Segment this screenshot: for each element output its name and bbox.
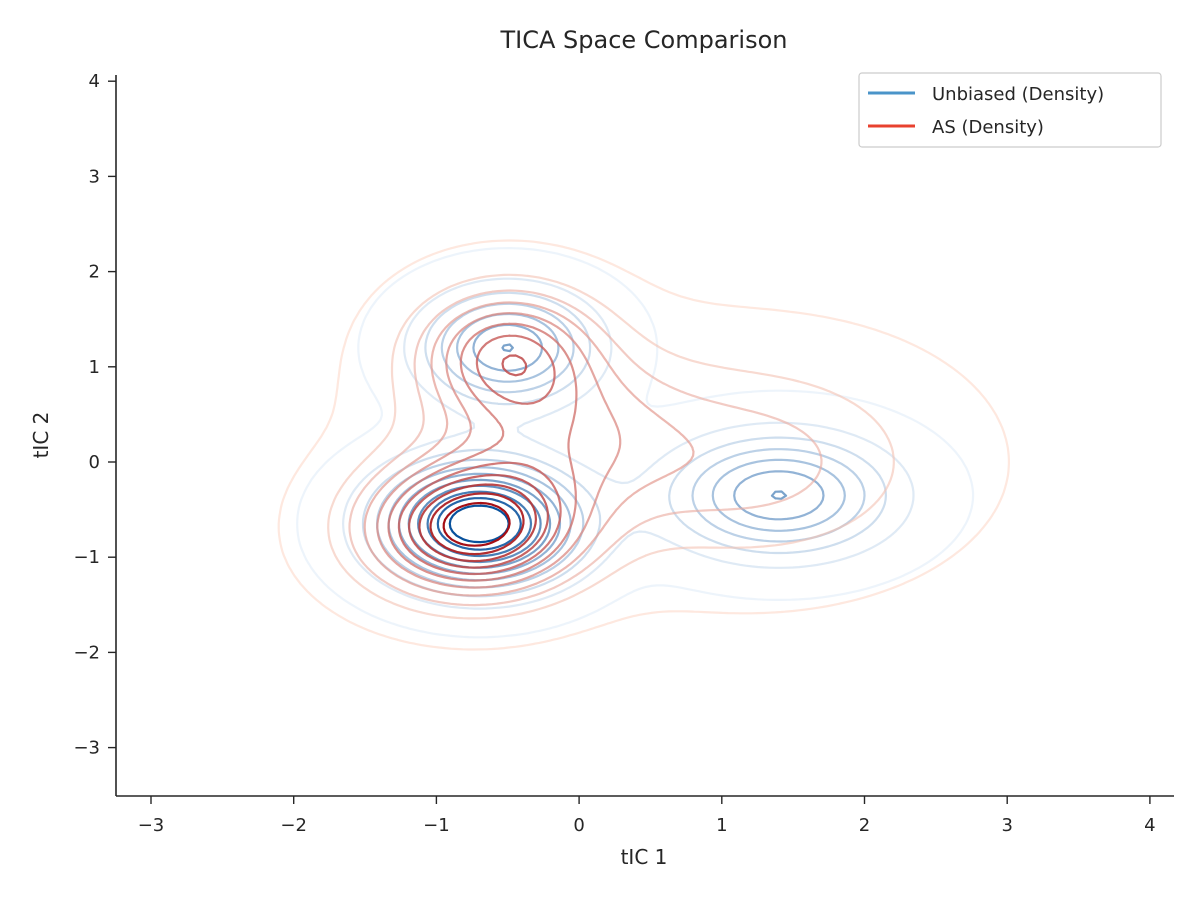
legend-label-as: AS (Density) <box>932 117 1044 138</box>
y-tick-label: −2 <box>73 642 100 663</box>
y-tick-label: 4 <box>89 71 100 92</box>
as-contour-level-11 <box>442 501 511 547</box>
unbiased-contour-level-11 <box>448 504 510 544</box>
unbiased-contour-level-10 <box>436 497 522 551</box>
x-tick-label: −1 <box>423 815 450 836</box>
as-contour-level-2 <box>327 273 895 620</box>
x-tick-label: 4 <box>1144 815 1155 836</box>
legend: Unbiased (Density) AS (Density) <box>858 72 1162 148</box>
y-tick-label: −1 <box>73 547 100 568</box>
as-contour-level-1 <box>277 239 1010 651</box>
unbiased-contour-level-2 <box>342 277 915 610</box>
x-tick-label: 1 <box>716 815 727 836</box>
as-contour-level-6 <box>387 322 578 582</box>
as-contour-level-4 <box>363 301 695 597</box>
unbiased-contour-level-3 <box>361 291 887 598</box>
y-tick-label: 1 <box>89 357 100 378</box>
unbiased-contour-level-1 <box>296 247 975 639</box>
unbiased-contour-level-9 <box>426 490 533 558</box>
as-contour-level-7 <box>397 334 562 576</box>
x-tick-label: 3 <box>1001 815 1012 836</box>
y-tick-label: 0 <box>89 452 100 473</box>
x-tick-label: −3 <box>138 815 165 836</box>
y-ticks: −3 −2 −1 0 1 2 3 4 <box>73 71 116 759</box>
legend-box <box>858 72 1162 148</box>
axes: −3 −2 −1 0 1 2 3 4 −3 −2 −1 0 1 2 3 4 <box>73 71 1174 836</box>
x-tick-label: −2 <box>280 815 307 836</box>
as-contour-level-5 <box>376 312 622 589</box>
y-tick-label: 3 <box>89 166 100 187</box>
y-axis-label: tIC 2 <box>29 412 53 459</box>
as-contour-level-9 <box>418 483 537 563</box>
x-tick-label: 2 <box>859 815 870 836</box>
y-tick-label: 2 <box>89 262 100 283</box>
x-axis-label: tIC 1 <box>621 845 668 869</box>
y-tick-label: −3 <box>73 738 100 759</box>
x-ticks: −3 −2 −1 0 1 2 3 4 <box>138 796 1156 836</box>
as-contour-level-10 <box>429 492 525 556</box>
legend-label-unbiased: Unbiased (Density) <box>932 84 1104 105</box>
chart-title: TICA Space Comparison <box>499 26 787 54</box>
contour-layer <box>277 239 1010 651</box>
x-tick-label: 0 <box>573 815 584 836</box>
as-contour-level-3 <box>348 289 823 607</box>
as-contour-level-8 <box>408 354 549 569</box>
